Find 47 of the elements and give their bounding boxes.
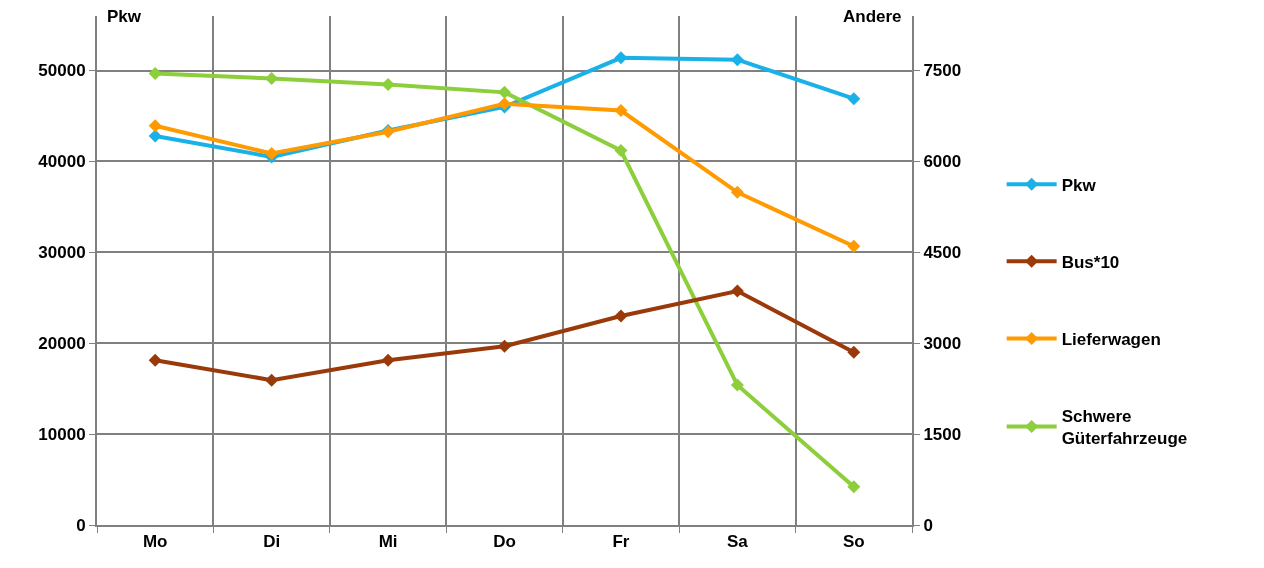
x-tick-label: Fr [612, 532, 630, 552]
y-tick-label: 10000 [38, 425, 86, 445]
y2-tick-label: 1500 [923, 425, 962, 445]
point [847, 92, 861, 106]
y-axis-title: Pkw [107, 7, 142, 26]
y-tick-label: 50000 [38, 61, 86, 81]
point [847, 480, 861, 494]
x-tick-label: Mo [142, 532, 168, 552]
point [265, 71, 279, 85]
point [265, 373, 279, 387]
point [148, 67, 162, 81]
y2-tick-label: 4500 [923, 243, 962, 263]
point [614, 104, 628, 118]
point [148, 119, 162, 133]
legend-label: Lieferwagen [1061, 330, 1161, 350]
point [148, 129, 162, 143]
legend-label: Schwere Güterfahrzeuge [1061, 407, 1188, 449]
point [498, 85, 511, 99]
y-tick-label: 0 [76, 515, 86, 535]
point [730, 53, 744, 67]
x-tick-label: Mi [378, 532, 398, 552]
y2-tick-label: 6000 [923, 152, 962, 172]
y2-tick-label: 3000 [923, 334, 962, 354]
point [614, 309, 628, 323]
point [847, 239, 861, 253]
y-tick-label: 30000 [38, 243, 86, 263]
point [614, 144, 628, 158]
legend-label: Pkw [1061, 175, 1097, 195]
point [730, 185, 744, 199]
point [148, 353, 162, 367]
x-tick-label: Di [263, 532, 281, 552]
y-tick-label: 20000 [38, 334, 86, 354]
point [730, 378, 744, 392]
x-tick-label: So [842, 532, 865, 552]
x-tick-label: Sa [726, 532, 749, 552]
x-tick-label: Do [493, 532, 516, 552]
y2-axis-title: Andere [843, 7, 902, 26]
y2-tick-label: 0 [923, 515, 933, 535]
point [381, 353, 395, 367]
y2-tick-label: 7500 [923, 61, 962, 81]
legend-label: Bus*10 [1061, 253, 1120, 272]
point [730, 284, 744, 298]
point [498, 339, 511, 353]
point [614, 51, 628, 65]
y-tick-label: 40000 [38, 152, 86, 172]
point [381, 77, 395, 91]
point [847, 345, 861, 359]
